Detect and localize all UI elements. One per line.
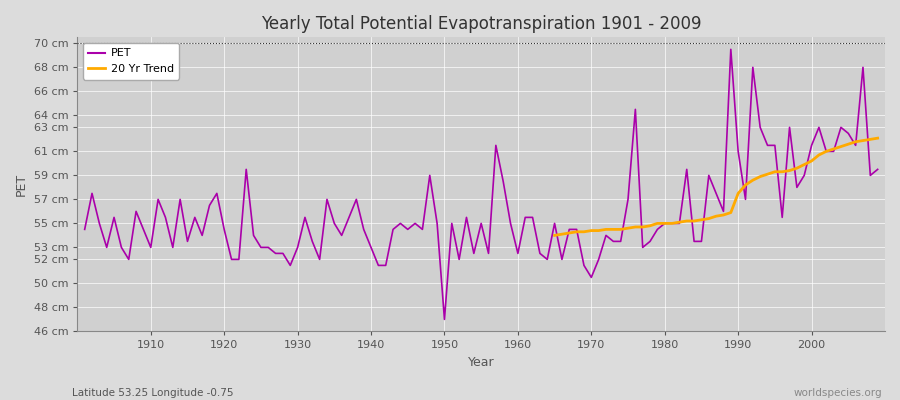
Text: worldspecies.org: worldspecies.org (794, 388, 882, 398)
Text: Latitude 53.25 Longitude -0.75: Latitude 53.25 Longitude -0.75 (72, 388, 233, 398)
X-axis label: Year: Year (468, 356, 494, 369)
Y-axis label: PET: PET (15, 173, 28, 196)
Legend: PET, 20 Yr Trend: PET, 20 Yr Trend (83, 43, 179, 80)
Title: Yearly Total Potential Evapotranspiration 1901 - 2009: Yearly Total Potential Evapotranspiratio… (261, 15, 701, 33)
